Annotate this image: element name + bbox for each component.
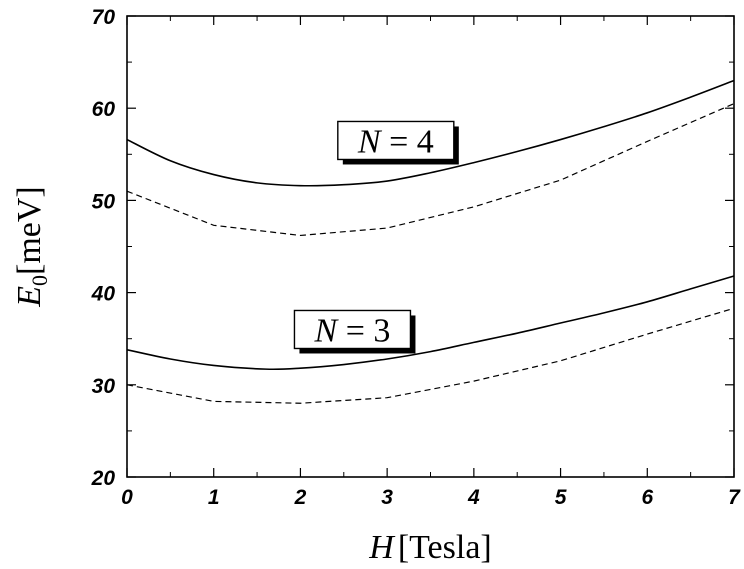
y-axis-label: E0[meV] <box>11 186 52 308</box>
x-tick-label: 1 <box>208 486 220 509</box>
x-tick-label: 4 <box>467 486 480 509</box>
annotation-label: N = 4 <box>357 123 434 160</box>
annotation-label: N = 3 <box>314 312 391 349</box>
annotation-box <box>293 309 412 350</box>
x-axis-label: H [Tesla] <box>368 529 491 566</box>
x-tick-label: 3 <box>381 486 393 509</box>
y-tick-label: 50 <box>92 190 116 213</box>
y-tick-label: 30 <box>92 375 116 398</box>
plot-frame <box>126 15 735 478</box>
y-tick-label: 40 <box>91 283 116 306</box>
annotation-2: N = 3 <box>293 309 416 354</box>
y-tick-label: 60 <box>92 98 116 121</box>
series-line-1 <box>126 79 735 187</box>
x-tick-label: 2 <box>294 486 307 509</box>
x-tick-label: 6 <box>641 486 653 509</box>
y-tick-label: 20 <box>91 467 116 490</box>
x-tick-label: 5 <box>555 486 567 509</box>
x-tick-label: 7 <box>728 486 741 509</box>
series-line-4 <box>126 307 735 404</box>
annotation-box <box>337 120 455 161</box>
series-line-2 <box>126 103 735 237</box>
annotation-1: N = 4 <box>337 120 459 165</box>
x-tick-label: 0 <box>121 486 133 509</box>
y-tick-label: 70 <box>92 6 116 29</box>
series-line-3 <box>126 275 735 371</box>
